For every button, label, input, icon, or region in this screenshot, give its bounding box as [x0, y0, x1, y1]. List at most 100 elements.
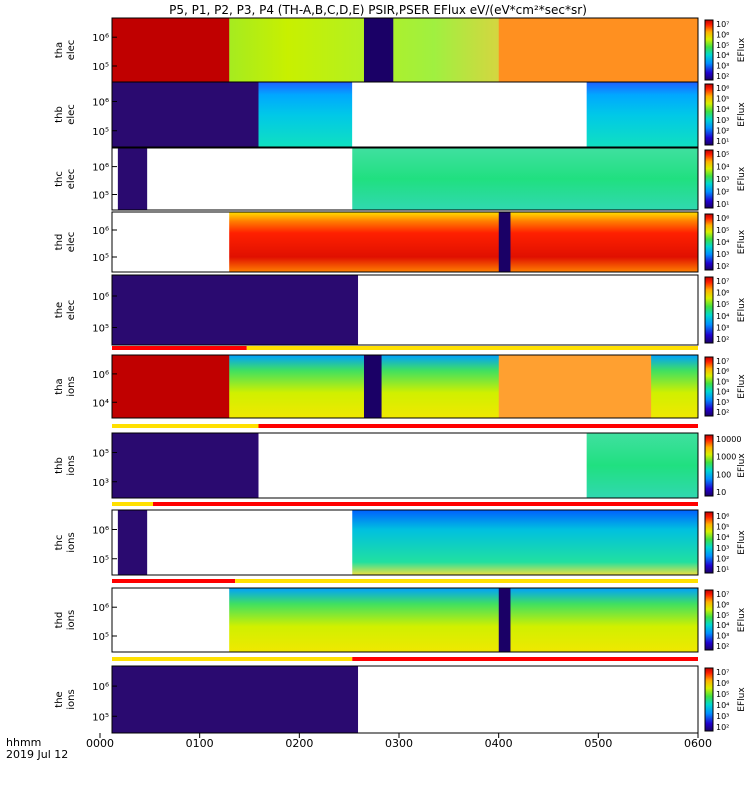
panel-label: thb [54, 106, 65, 123]
y-tick-label: 10⁵ [92, 127, 109, 138]
x-tick-label: 0000 [86, 737, 114, 750]
spectrogram-region [229, 588, 698, 652]
y-tick-label: 10⁵ [92, 324, 109, 335]
colorbar-tick-label: 10² [716, 642, 729, 651]
plot-frame [111, 274, 699, 346]
spectrogram-region [586, 433, 698, 498]
y-tick-label: 10⁴ [92, 398, 109, 409]
y-tick-label: 10⁶ [92, 226, 109, 237]
spectrogram-region [363, 355, 382, 418]
colorbar-label: EFlux [737, 530, 747, 555]
plot-frame [111, 81, 699, 148]
colorbar-tick-label: 10 [716, 488, 726, 497]
y-tick-label: 10⁶ [92, 682, 109, 693]
colorbar [704, 149, 714, 209]
colorbar [704, 667, 714, 732]
colorbar-tick-label: 10⁵ [716, 523, 729, 532]
panel-the_elec: the elec 10⁶ 10⁵ 10⁷ 10⁶ 10⁵ 10⁴ 10³ 10² EFlux [54, 274, 747, 346]
colorbar-tick-label: 10⁷ [716, 590, 729, 599]
spectrogram-region [352, 148, 698, 210]
colorbar-tick-label: 10⁴ [716, 312, 729, 321]
colorbar-tick-label: 10⁶ [716, 289, 729, 298]
panel-label: ions [66, 455, 77, 475]
colorbar-tick-label: 10¹ [716, 137, 729, 146]
colorbar-label: EFlux [737, 374, 747, 399]
spectrogram-region [258, 82, 353, 147]
colorbar-tick-label: 10² [716, 126, 729, 135]
colorbar-tick-label: 10⁷ [716, 668, 729, 677]
colorbar-tick-label: 10³ [716, 398, 729, 407]
y-tick-label: 10⁶ [92, 33, 109, 44]
panel-label: tha [54, 42, 65, 58]
y-tick-label: 10³ [92, 478, 109, 489]
spectrogram-region [112, 82, 259, 147]
colorbar-tick-label: 10² [716, 408, 729, 417]
colorbar-tick-label: 10000 [716, 435, 741, 444]
y-tick-label: 10⁵ [92, 62, 109, 73]
status-bar [112, 424, 698, 428]
panel-label: elec [66, 104, 77, 125]
colorbar [704, 589, 714, 651]
y-tick-label: 10⁶ [92, 603, 109, 614]
colorbar-tick-label: 10⁶ [716, 679, 729, 688]
status-bar [112, 502, 698, 506]
colorbar-tick-label: 10⁴ [716, 533, 729, 542]
x-tick-label: 0400 [485, 737, 513, 750]
colorbar-tick-label: 10⁵ [716, 611, 729, 620]
colorbar-tick-label: 10² [716, 554, 729, 563]
panel-label: elec [66, 300, 77, 321]
panel-label: elec [66, 40, 77, 61]
x-tick-label: 0100 [186, 737, 214, 750]
spectrogram-region [358, 275, 698, 345]
spectrogram-region [498, 212, 511, 272]
panel-label: ions [66, 689, 77, 709]
plot-frame [111, 211, 699, 273]
panel-thc_elec: thc elec 10⁶ 10⁵ 10⁵ 10⁴ 10³ 10² 10¹ EFlux [54, 147, 747, 211]
colorbar-tick-label: 10² [716, 335, 729, 344]
panel-label: thb [54, 457, 65, 474]
time-label: hhmm [6, 736, 41, 749]
colorbar-tick-label: 10⁴ [716, 238, 729, 247]
spectrogram-region [117, 148, 148, 210]
spectrogram-region [112, 275, 359, 345]
status-segment [235, 579, 698, 583]
y-tick-label: 10⁶ [92, 292, 109, 303]
spectrogram-region [112, 148, 353, 210]
colorbar-label: EFlux [737, 453, 747, 478]
plot-frame [111, 509, 699, 576]
figure-title: P5, P1, P2, P3, P4 (TH-A,B,C,D,E) PSIR,P… [169, 3, 587, 17]
colorbar-tick-label: 10⁶ [716, 84, 729, 93]
panel-thb_ions: thb ions 10⁵ 10³ 10000 1000 100 10 EFlux [54, 432, 747, 499]
colorbar-tick-label: 10³ [716, 323, 729, 332]
x-tick-label: 0300 [385, 737, 413, 750]
colorbar-label: EFlux [737, 687, 747, 712]
colorbar [704, 434, 714, 497]
colorbar-tick-label: 10⁵ [716, 150, 729, 159]
status-segment [352, 657, 698, 661]
plot-frame [111, 587, 699, 653]
panel-the_ions: the ions 10⁶ 10⁵ 10⁷ 10⁶ 10⁵ 10⁴ 10³ 10² EFlux [54, 665, 747, 734]
colorbar-tick-label: 10⁵ [716, 41, 729, 50]
colorbar-tick-label: 10³ [716, 116, 729, 125]
colorbar-tick-label: 10⁶ [716, 512, 729, 521]
colorbar-tick-label: 100 [716, 470, 731, 479]
plot-frame [111, 665, 699, 734]
colorbar-tick-label: 10³ [716, 632, 729, 641]
colorbar-tick-label: 10⁴ [716, 105, 729, 114]
plot-frame [111, 147, 699, 211]
y-tick-label: 10⁶ [92, 98, 109, 109]
panel-label: ions [66, 610, 77, 630]
spectrogram-region [358, 666, 698, 733]
colorbar [704, 511, 714, 574]
status-segment [246, 346, 698, 350]
date-label: 2019 Jul 12 [6, 748, 68, 761]
panel-label: thc [54, 535, 65, 551]
colorbar-tick-label: 10⁶ [716, 367, 729, 376]
y-tick-label: 10⁵ [92, 191, 109, 202]
colorbar-tick-label: 10⁴ [716, 621, 729, 630]
